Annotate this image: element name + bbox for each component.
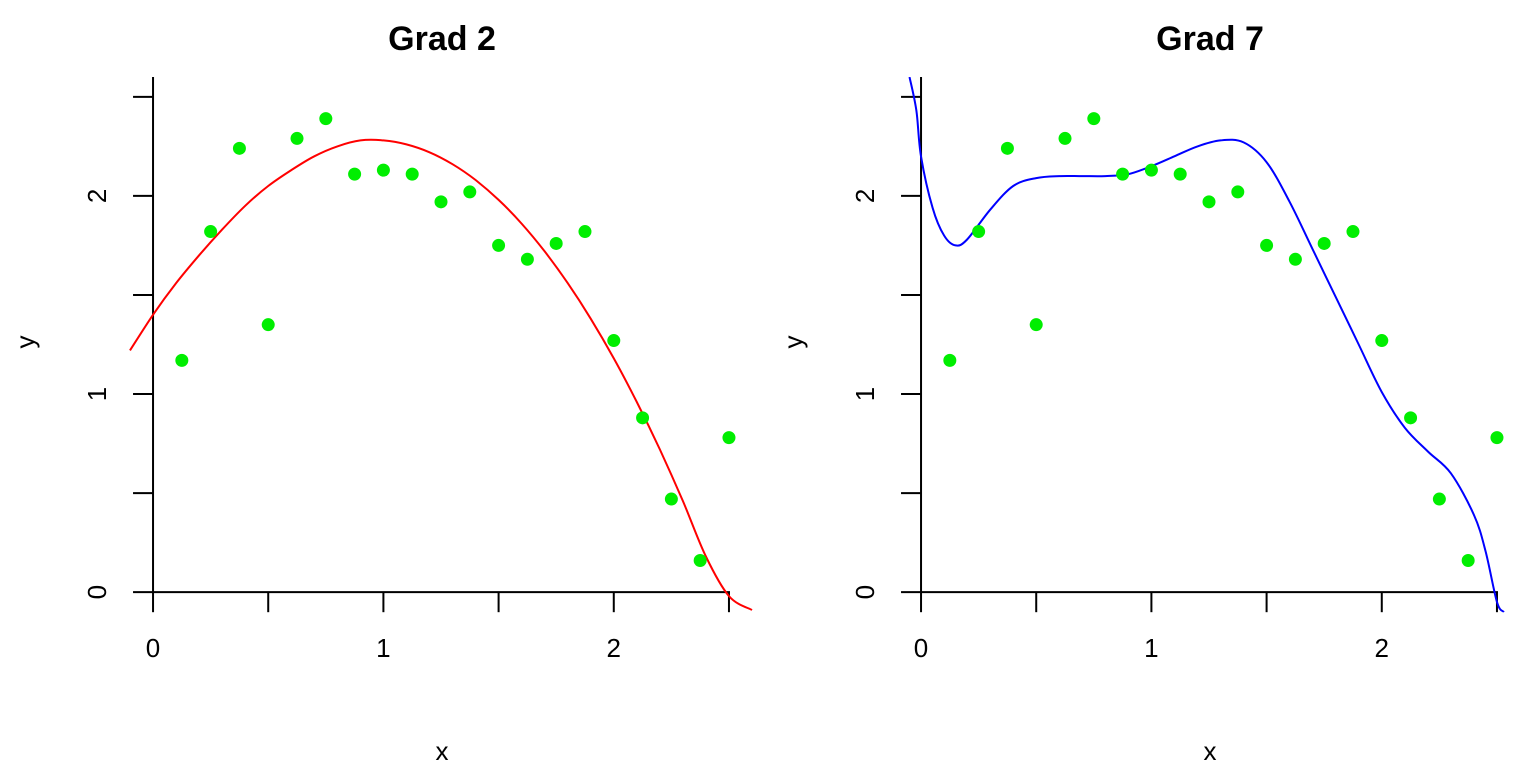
fit-curve-degree-2 — [129, 138, 753, 611]
x-tick-label: 1 — [1144, 633, 1158, 663]
data-point — [204, 225, 218, 239]
x-tick-label: 2 — [607, 633, 621, 663]
data-point — [405, 167, 419, 181]
y-tick-label: 0 — [850, 585, 880, 599]
data-point — [261, 318, 275, 332]
data-point — [1029, 318, 1043, 332]
data-point — [1317, 236, 1331, 250]
x-tick-label: 0 — [146, 633, 160, 663]
data-point — [1144, 163, 1158, 177]
y-axis-label: y — [778, 336, 808, 349]
y-tick-label: 0 — [82, 585, 112, 599]
data-point — [1202, 195, 1216, 209]
y-tick-label: 1 — [850, 387, 880, 401]
x-tick-label: 2 — [1375, 633, 1389, 663]
data-point — [578, 225, 592, 239]
data-point — [972, 225, 986, 239]
data-point — [232, 141, 246, 155]
fit-curve-group — [908, 77, 1505, 613]
panel-grad-2: Grad 2 x y 0 1 2 0 1 2 — [10, 20, 753, 766]
data-point — [492, 238, 506, 252]
data-point — [1116, 167, 1130, 181]
data-point — [722, 431, 736, 445]
data-point — [175, 353, 189, 367]
data-point — [693, 553, 707, 567]
x-axis-label: x — [1204, 736, 1217, 766]
data-point — [1000, 141, 1014, 155]
data-point — [319, 112, 333, 126]
data-point — [636, 411, 650, 425]
data-point — [434, 195, 448, 209]
y-axis-label: y — [10, 336, 40, 349]
data-point — [549, 236, 563, 250]
data-point — [1404, 411, 1418, 425]
data-point — [1490, 431, 1504, 445]
data-point — [1231, 185, 1245, 199]
data-point — [607, 334, 621, 348]
data-points — [943, 112, 1504, 567]
axis-ticks: 0 1 2 0 1 2 — [850, 77, 1498, 663]
fit-curve-degree-7 — [908, 77, 1505, 613]
x-tick-label: 1 — [376, 633, 390, 663]
axis-ticks: 0 1 2 0 1 2 — [82, 77, 730, 663]
data-point — [943, 353, 957, 367]
data-point — [1375, 334, 1389, 348]
data-point — [1058, 131, 1072, 145]
data-point — [463, 185, 477, 199]
data-point — [1288, 252, 1302, 266]
data-point — [290, 131, 304, 145]
data-point — [1461, 553, 1475, 567]
data-point — [1260, 238, 1274, 252]
data-point — [664, 492, 678, 506]
data-point — [1087, 112, 1101, 126]
panel-grad-7: Grad 7 x y 0 1 2 0 1 2 — [778, 20, 1505, 766]
data-points — [175, 112, 736, 567]
data-point — [1173, 167, 1187, 181]
panel-title: Grad 2 — [388, 20, 496, 58]
x-axis-label: x — [436, 736, 449, 766]
y-tick-label: 1 — [82, 387, 112, 401]
y-tick-label: 2 — [82, 189, 112, 203]
y-tick-label: 2 — [850, 189, 880, 203]
data-point — [348, 167, 362, 181]
data-point — [1432, 492, 1446, 506]
data-point — [1346, 225, 1360, 239]
panel-title: Grad 7 — [1156, 20, 1264, 58]
x-tick-label: 0 — [914, 633, 928, 663]
fit-curve-group — [129, 138, 753, 611]
data-point — [376, 163, 390, 177]
data-point — [520, 252, 534, 266]
